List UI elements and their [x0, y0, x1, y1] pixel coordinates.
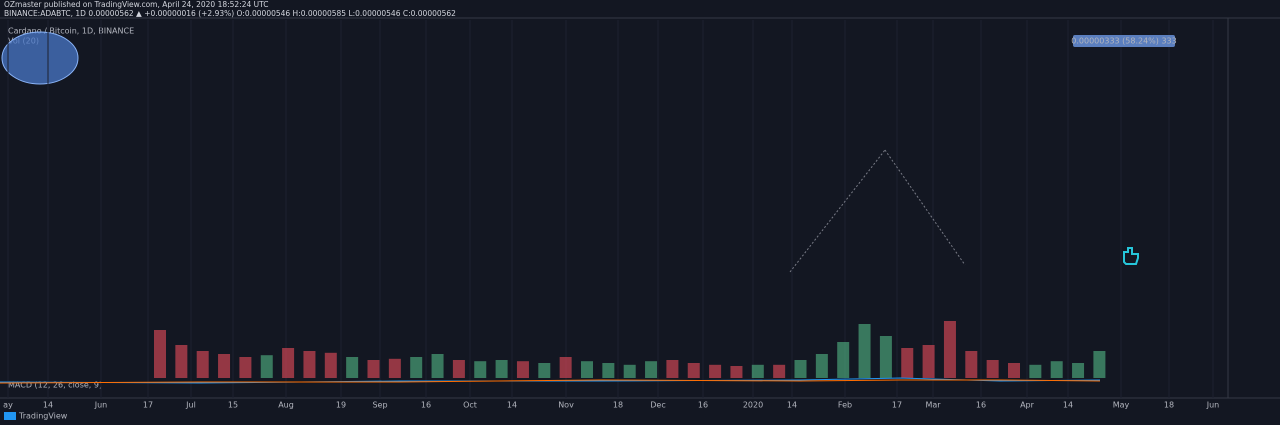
volume-bar — [239, 357, 252, 378]
x-tick-label: 17 — [892, 401, 902, 410]
volume-bar — [196, 351, 209, 378]
volume-bar — [709, 364, 722, 378]
symbol-line: BINANCE:ADABTC, 1D 0.00000562 ▲ +0.00000… — [4, 9, 456, 18]
x-tick-label: Nov — [558, 401, 574, 410]
volume-bar — [1008, 363, 1020, 378]
x-tick-label: Apr — [1020, 401, 1035, 410]
volume-bar — [858, 324, 871, 378]
brand: TradingView — [18, 412, 68, 421]
x-tick-label: Dec — [650, 401, 665, 410]
publisher: OZmaster published on TradingView.com, A… — [4, 0, 269, 9]
x-tick-label: ay — [3, 401, 13, 410]
measure-box — [1073, 35, 1175, 47]
volume-bar — [943, 321, 956, 378]
x-tick-label: Sep — [372, 401, 387, 410]
volume-bar — [815, 354, 828, 378]
volume-bar — [794, 360, 807, 378]
x-tick-label: Mar — [925, 401, 941, 410]
volume-bar — [474, 361, 487, 378]
volume-bar — [730, 366, 743, 378]
volume-bar — [1050, 361, 1063, 378]
volume-bar — [495, 360, 508, 378]
trend-line — [884, 149, 966, 266]
volume-bar — [367, 360, 380, 378]
x-tick-label: 14 — [1063, 401, 1073, 410]
x-tick-label: 14 — [787, 401, 797, 410]
trend-line — [789, 149, 886, 273]
volume-bar — [218, 354, 231, 378]
volume-bar — [303, 351, 316, 378]
x-tick-label: 16 — [976, 401, 986, 410]
volume-bar — [324, 352, 337, 378]
x-tick-label: 18 — [1164, 401, 1174, 410]
volume-bar — [431, 354, 444, 378]
x-tick-label: Jun — [94, 401, 108, 410]
volume-bar — [645, 361, 658, 378]
volume-bar — [922, 345, 935, 378]
volume-bar — [773, 364, 786, 378]
volume-bar — [581, 361, 593, 378]
x-tick-label: 16 — [698, 401, 708, 410]
legend: Cardano / Bitcoin, 1D, BINANCE — [8, 27, 134, 36]
measure-label: 0.00000333 (58.24%) 333 — [1071, 37, 1176, 46]
volume-bar — [154, 330, 166, 378]
highlight-ellipse — [1, 31, 79, 85]
brand-logo — [4, 412, 16, 420]
x-tick-label: Aug — [278, 401, 294, 410]
volume-bar — [602, 363, 615, 378]
volume-bar — [687, 363, 700, 378]
x-tick-label: Oct — [463, 401, 477, 410]
volume-bar — [388, 358, 401, 378]
volume-bar — [559, 357, 572, 378]
volume-bar — [1093, 351, 1106, 378]
x-tick-label: 14 — [43, 401, 53, 410]
hand-icon — [1123, 247, 1139, 265]
x-tick-label: 19 — [336, 401, 346, 410]
volume-bar — [666, 360, 679, 378]
x-tick-label: Feb — [838, 401, 852, 410]
volume-bar — [452, 360, 465, 378]
volume-bar — [282, 348, 295, 378]
volume-bar — [1029, 364, 1042, 378]
macd-label: MACD (12, 26, close, 9) — [8, 381, 102, 390]
x-tick-label: 18 — [613, 401, 623, 410]
x-tick-label: Jul — [185, 401, 196, 410]
x-tick-label: 14 — [507, 401, 517, 410]
plot: 0.000009500.000008500.000008000.00000750… — [3, 20, 1220, 410]
volume-bar — [751, 364, 764, 378]
volume-bar — [410, 357, 423, 378]
x-tick-label: May — [1113, 401, 1130, 410]
x-tick-label: 15 — [228, 401, 238, 410]
volume-bar — [986, 360, 999, 378]
x-tick-label: 2020 — [743, 401, 763, 410]
volume-bar — [346, 357, 359, 378]
x-tick-label: 16 — [421, 401, 431, 410]
volume-bar — [175, 345, 188, 378]
volume-bar — [901, 348, 914, 378]
volume-bar — [837, 342, 850, 378]
volume-bar — [516, 361, 529, 378]
volume-bar — [1072, 363, 1085, 378]
x-tick-label: 17 — [143, 401, 153, 410]
volume-bar — [260, 355, 273, 378]
volume-bar — [879, 336, 892, 378]
volume-bar — [623, 364, 636, 378]
volume-bar — [538, 363, 551, 378]
volume-bar — [965, 351, 978, 378]
x-tick-label: Jun — [1206, 401, 1220, 410]
signal-line — [0, 379, 1101, 384]
